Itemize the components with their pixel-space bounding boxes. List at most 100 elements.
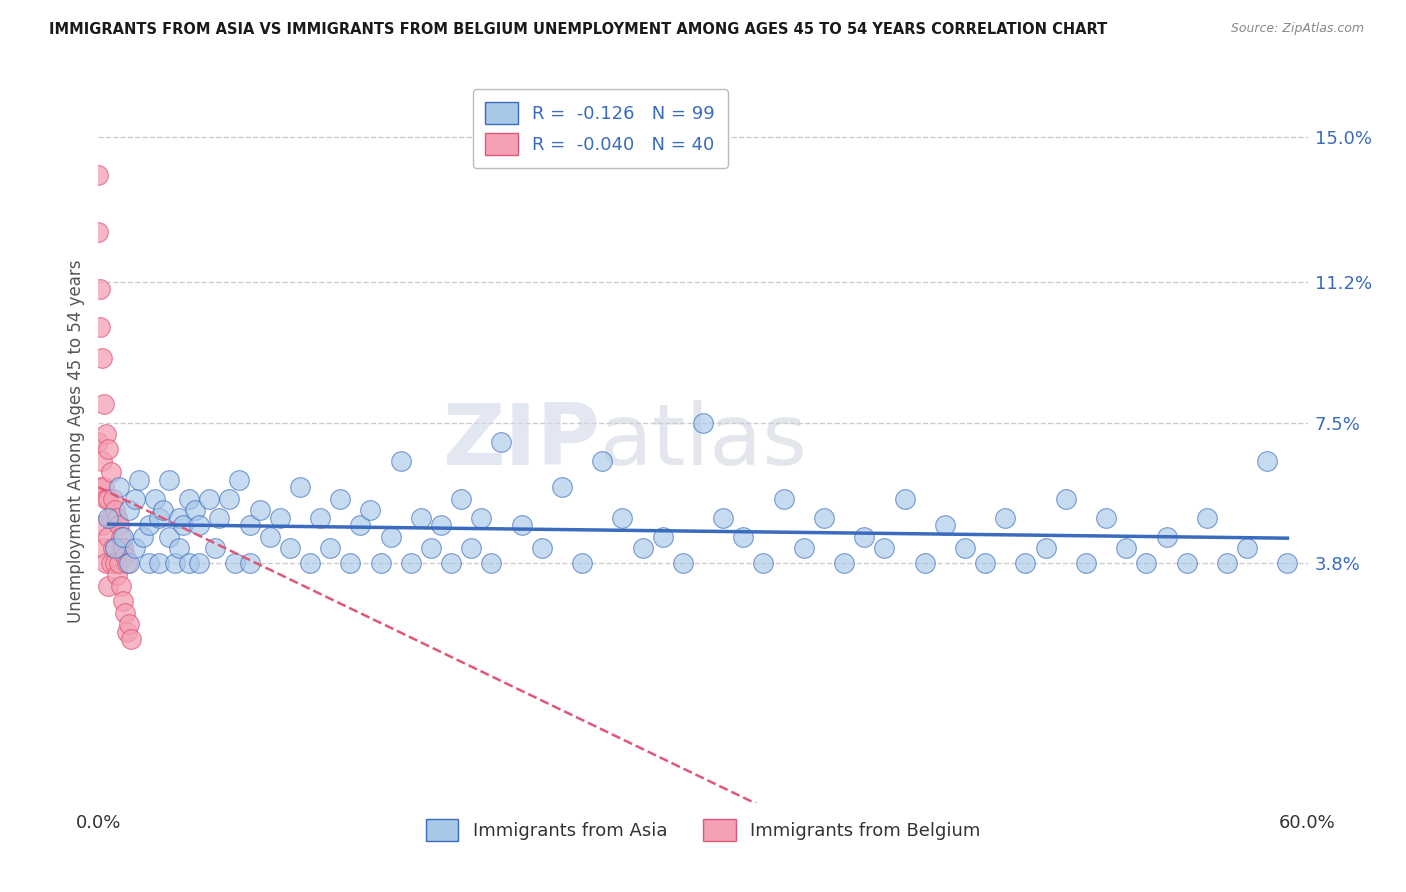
Point xyxy=(138,518,160,533)
Point xyxy=(873,541,896,555)
Point xyxy=(672,556,695,570)
Point xyxy=(651,530,673,544)
Point xyxy=(1074,556,1097,570)
Point xyxy=(138,556,160,570)
Point xyxy=(198,491,221,506)
Point xyxy=(111,530,134,544)
Point xyxy=(124,541,146,555)
Point xyxy=(89,282,111,296)
Point xyxy=(188,556,211,570)
Point xyxy=(103,556,125,570)
Point xyxy=(103,541,125,555)
Point xyxy=(157,530,180,544)
Point xyxy=(89,320,111,334)
Point xyxy=(148,556,170,570)
Point xyxy=(974,556,997,570)
Point xyxy=(91,351,114,365)
Point xyxy=(793,541,815,555)
Point xyxy=(97,491,120,506)
Point xyxy=(105,510,128,524)
Point xyxy=(591,453,613,467)
Point xyxy=(118,503,141,517)
Point xyxy=(309,510,332,524)
Point xyxy=(339,556,361,570)
Point xyxy=(239,518,262,533)
Point xyxy=(167,510,190,524)
Point xyxy=(481,556,503,570)
Point xyxy=(107,518,129,533)
Point xyxy=(91,518,114,533)
Point xyxy=(184,503,207,517)
Point xyxy=(1195,510,1218,524)
Point xyxy=(1035,541,1057,555)
Point xyxy=(733,530,755,544)
Text: ZIP: ZIP xyxy=(443,400,600,483)
Point xyxy=(571,556,593,570)
Point xyxy=(103,503,125,517)
Point xyxy=(1135,556,1157,570)
Point xyxy=(420,541,443,555)
Point xyxy=(100,465,122,479)
Point xyxy=(953,541,976,555)
Point xyxy=(360,503,382,517)
Point xyxy=(132,530,155,544)
Point xyxy=(399,556,422,570)
Point xyxy=(118,617,141,632)
Point xyxy=(124,491,146,506)
Point xyxy=(128,473,150,487)
Point xyxy=(440,556,463,570)
Point xyxy=(167,541,190,555)
Point xyxy=(269,510,291,524)
Point xyxy=(105,567,128,582)
Point xyxy=(101,541,124,555)
Point xyxy=(148,510,170,524)
Point xyxy=(1115,541,1137,555)
Point xyxy=(93,396,115,410)
Point xyxy=(96,491,118,506)
Point xyxy=(179,556,201,570)
Point xyxy=(1175,556,1198,570)
Point xyxy=(239,556,262,570)
Point xyxy=(832,556,855,570)
Point xyxy=(107,556,129,570)
Point xyxy=(97,510,120,524)
Point xyxy=(370,556,392,570)
Point xyxy=(93,480,115,494)
Y-axis label: Unemployment Among Ages 45 to 54 years: Unemployment Among Ages 45 to 54 years xyxy=(66,260,84,624)
Point xyxy=(97,442,120,457)
Point xyxy=(115,556,138,570)
Point xyxy=(87,434,110,449)
Point xyxy=(551,480,574,494)
Point xyxy=(204,541,226,555)
Point xyxy=(115,624,138,639)
Point xyxy=(389,453,412,467)
Point xyxy=(157,473,180,487)
Point xyxy=(530,541,553,555)
Point xyxy=(319,541,342,555)
Point xyxy=(711,510,734,524)
Point xyxy=(1216,556,1239,570)
Text: Source: ZipAtlas.com: Source: ZipAtlas.com xyxy=(1230,22,1364,36)
Point xyxy=(612,510,634,524)
Point xyxy=(224,556,246,570)
Point xyxy=(1277,556,1299,570)
Point xyxy=(110,579,132,593)
Point xyxy=(218,491,240,506)
Point xyxy=(100,556,122,570)
Point xyxy=(100,510,122,524)
Point xyxy=(188,518,211,533)
Point xyxy=(120,632,142,647)
Point xyxy=(430,518,453,533)
Legend: Immigrants from Asia, Immigrants from Belgium: Immigrants from Asia, Immigrants from Be… xyxy=(419,812,987,848)
Point xyxy=(114,549,136,563)
Point xyxy=(163,556,186,570)
Point xyxy=(934,518,956,533)
Point xyxy=(853,530,876,544)
Point xyxy=(813,510,835,524)
Point xyxy=(631,541,654,555)
Point xyxy=(97,530,120,544)
Point xyxy=(87,169,110,183)
Point xyxy=(288,480,311,494)
Point xyxy=(107,480,129,494)
Point xyxy=(772,491,794,506)
